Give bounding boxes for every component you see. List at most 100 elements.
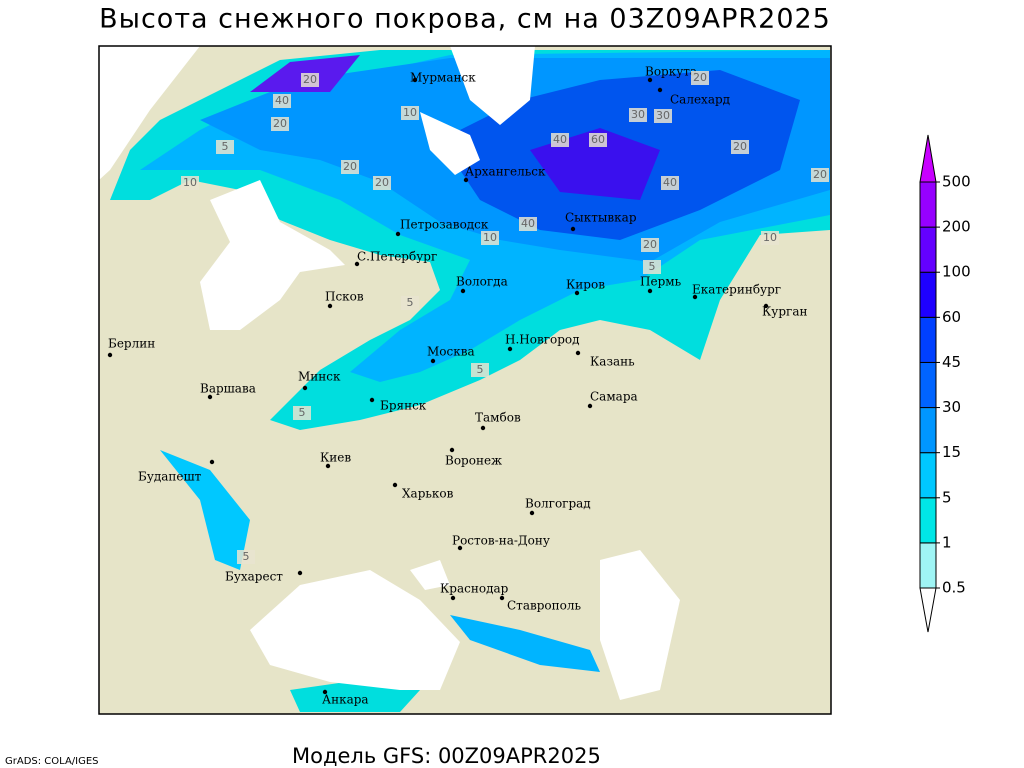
city-label: Брянск	[380, 399, 427, 413]
city-dot	[430, 358, 436, 364]
city-label: Архангельск	[465, 165, 546, 179]
city-label: Минск	[298, 370, 341, 384]
contour-label: 5	[407, 296, 414, 309]
sea-caspian	[600, 550, 680, 700]
city-dot	[207, 394, 213, 400]
city-label: Воронеж	[445, 454, 502, 468]
city-label: Будапешт	[138, 470, 202, 484]
colorbar-top	[919, 134, 937, 183]
contour-label-bg	[237, 550, 255, 564]
city-label: Ростов-на-Дону	[452, 534, 550, 548]
colorbar-label: 60	[942, 308, 961, 326]
sea-azov	[410, 560, 450, 590]
city-dot	[325, 463, 331, 469]
city-dot	[450, 595, 456, 601]
contour-label-bg	[401, 106, 419, 120]
city-dot	[570, 226, 576, 232]
contour-label-bg	[401, 296, 419, 310]
contour-label-bg	[481, 231, 499, 245]
contour-label-bg	[589, 133, 607, 147]
city-label: Салехард	[670, 93, 730, 107]
contour-label: 5	[222, 140, 229, 153]
city-label: Псков	[325, 290, 364, 304]
contour-label: 40	[521, 217, 535, 230]
contour-label: 60	[591, 133, 605, 146]
contour-label-bg	[551, 133, 569, 147]
contour-label-bg	[731, 140, 749, 154]
city-label: Сыктывкар	[565, 211, 637, 225]
contour-label-bg	[629, 108, 647, 122]
city-label: Киров	[566, 278, 605, 292]
contour-label: 20	[643, 238, 657, 251]
city-dot	[327, 303, 333, 309]
colorbar-label: 100	[942, 263, 971, 281]
city-label: Ставрополь	[507, 599, 581, 613]
colorbar-segment	[919, 316, 937, 363]
contour-label: 20	[343, 160, 357, 173]
contour-label-bg	[519, 217, 537, 231]
contour-label: 5	[477, 363, 484, 376]
contour-label-bg	[761, 231, 779, 245]
contour-label: 20	[375, 176, 389, 189]
contour-label-bg	[341, 160, 359, 174]
city-label: Курган	[762, 305, 807, 319]
city-dot	[587, 403, 593, 409]
city-dot	[322, 689, 328, 695]
contour-label: 10	[483, 231, 497, 244]
sea-black	[250, 570, 460, 690]
contour-label: 40	[553, 133, 567, 146]
city-label: Вологда	[456, 275, 508, 289]
sea-barents	[450, 46, 535, 125]
city-dot	[302, 385, 308, 391]
contour-label: 20	[733, 140, 747, 153]
colorbar-label: 1	[942, 533, 952, 551]
contour-label: 5	[299, 406, 306, 419]
colorbar-segment	[919, 452, 937, 499]
contour-label: 20	[693, 71, 707, 84]
contour-label-bg	[641, 238, 659, 252]
city-dot	[647, 288, 653, 294]
city-label: Харьков	[402, 487, 454, 501]
colorbar-segment	[919, 407, 937, 454]
city-dot	[209, 459, 215, 465]
contour-label: 20	[813, 168, 827, 181]
city-label: Анкара	[322, 693, 369, 707]
colorbar-bottom	[919, 587, 937, 633]
city-label: Москва	[427, 345, 475, 359]
colorbar-label: 15	[942, 443, 961, 461]
city-label: Казань	[590, 355, 635, 369]
contour-label-bg	[216, 140, 234, 154]
city-dot	[575, 350, 581, 356]
contour-label: 30	[631, 108, 645, 121]
contour-label: 10	[763, 231, 777, 244]
title: Высота снежного покрова, см на 03Z09APR2…	[99, 4, 831, 35]
city-dot	[369, 397, 375, 403]
city-label: Волгоград	[525, 497, 591, 511]
city-dot	[457, 545, 463, 551]
city-label: Киев	[320, 451, 351, 465]
contour-label-bg	[273, 94, 291, 108]
city-label: Самара	[590, 390, 638, 404]
contour-label-bg	[293, 406, 311, 420]
city-dot	[449, 447, 455, 453]
city-dot	[395, 231, 401, 237]
city-label: Пермь	[640, 275, 682, 289]
city-label: Тамбов	[475, 411, 521, 425]
city-dot	[107, 352, 113, 358]
colorbar-label: 0.5	[942, 579, 966, 597]
contour-label-bg	[181, 176, 199, 190]
sea-norwegian	[99, 46, 200, 180]
city-dot	[647, 77, 653, 83]
city-dot	[529, 510, 535, 516]
colorbar-segment	[919, 542, 937, 589]
footer-credit: GrADS: COLA/IGES	[5, 756, 99, 767]
contour-label-bg	[373, 176, 391, 190]
map-frame	[98, 45, 832, 715]
contour-label: 20	[273, 117, 287, 130]
city-label: Мурманск	[410, 71, 476, 85]
city-label: Бухарест	[225, 570, 283, 584]
city-dot	[463, 177, 469, 183]
contour-label: 10	[403, 106, 417, 119]
colorbar-segment	[919, 271, 937, 318]
